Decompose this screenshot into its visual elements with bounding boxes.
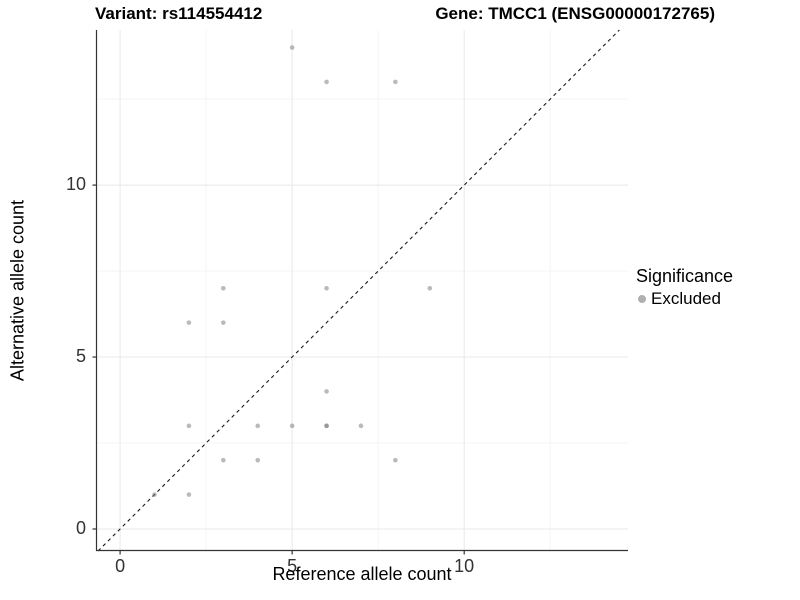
data-point [324,389,329,394]
data-point [393,457,398,463]
data-point [427,285,433,291]
data-point [152,492,157,497]
data-point [324,79,329,85]
data-point [324,423,329,429]
gene-title: Gene: TMCC1 (ENSG00000172765) [435,4,715,23]
x-tick-label: 0 [115,556,126,576]
data-point [221,285,226,291]
identity-line [97,29,620,552]
data-point [393,79,398,85]
data-point [186,423,192,429]
data-point [186,320,192,325]
data-point [221,320,226,325]
data-point [358,423,364,429]
y-tick-label: 10 [65,174,86,195]
excluded-point-icon [638,295,646,303]
x-tick-label: 5 [287,556,298,576]
legend: Significance Excluded [636,266,733,309]
legend-item-excluded: Excluded [636,289,733,309]
plot-title-row: Variant: rs114554412 Gene: TMCC1 (ENSG00… [95,4,715,26]
x-axis-title: Reference allele count [272,564,452,584]
data-point [221,457,226,463]
y-tick-label: 0 [75,517,86,538]
x-tick-label: 10 [454,556,475,576]
legend-title: Significance [636,266,734,286]
y-tick-label: 5 [75,346,86,367]
plot-canvas [92,29,628,555]
plot-panel [92,29,628,555]
data-point [186,492,192,497]
data-point [289,423,295,429]
data-point [255,457,261,463]
data-point [255,423,261,429]
data-point [289,45,295,50]
data-point [324,285,329,291]
y-axis-title: Alternative allele count [7,199,28,382]
legend-item-label: Excluded [651,289,721,308]
variant-title: Variant: rs114554412 [95,4,263,23]
